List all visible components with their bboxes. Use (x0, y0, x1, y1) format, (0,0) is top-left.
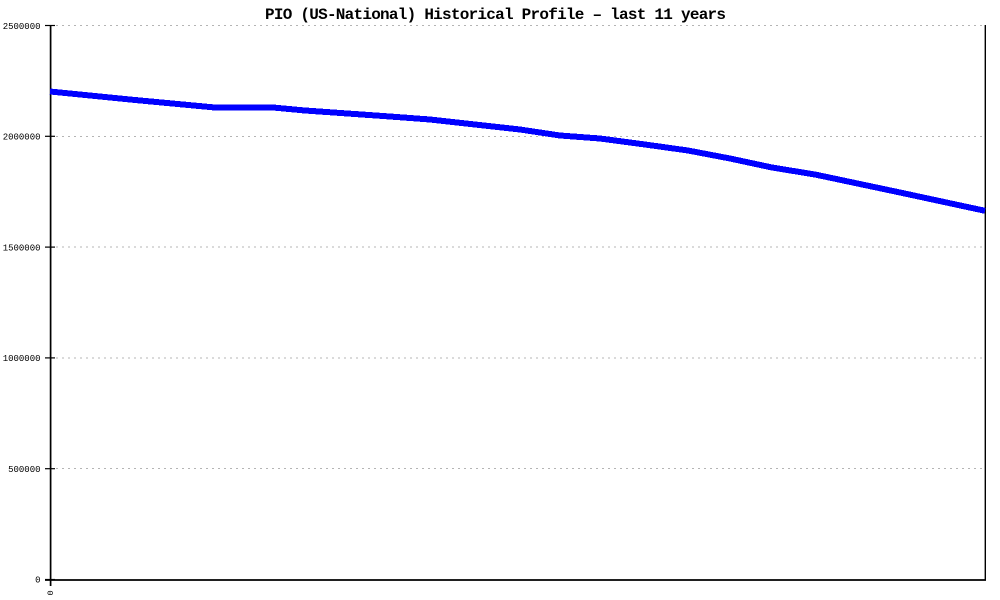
svg-text:1500000: 1500000 (3, 243, 41, 253)
svg-text:2500000: 2500000 (3, 22, 41, 32)
svg-text:PIO (US-National) Historical P: PIO (US-National) Historical Profile – l… (265, 6, 726, 24)
svg-text:1000000: 1000000 (3, 354, 41, 364)
svg-text:0: 0 (35, 575, 40, 585)
svg-text:0: 0 (46, 590, 56, 595)
svg-text:2000000: 2000000 (3, 133, 41, 143)
svg-text:500000: 500000 (8, 465, 40, 475)
